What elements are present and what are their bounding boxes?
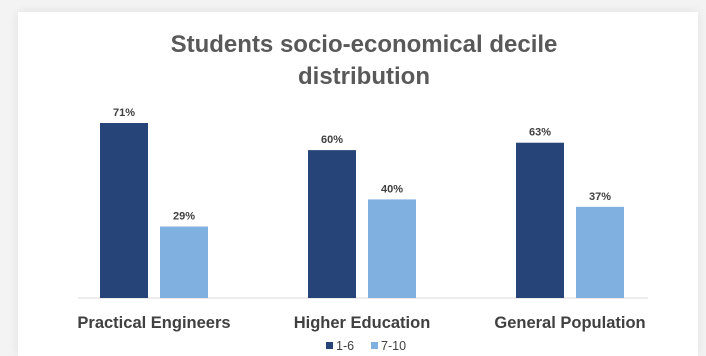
legend: 1-6 7-10: [326, 339, 406, 353]
bar-series2-1: [368, 199, 416, 298]
bar-series1-1: [308, 150, 356, 298]
data-label: 71%: [113, 107, 135, 119]
bars-group: 71% 29% 60% 40% 63% 37%: [100, 107, 624, 298]
data-label: 37%: [589, 191, 611, 203]
data-label: 29%: [173, 211, 195, 223]
category-label: Higher Education: [294, 314, 431, 332]
category-labels: Practical Engineers Higher Education Gener…: [77, 314, 645, 332]
legend-swatch: [326, 342, 333, 349]
legend-label: 1-6: [336, 339, 354, 353]
data-label: 60%: [321, 134, 343, 146]
legend-label: 7-10: [381, 339, 406, 353]
category-label: General Population: [494, 314, 645, 332]
bar-series2-0: [160, 226, 208, 298]
legend-swatch: [371, 342, 378, 349]
bar-series1-2: [516, 142, 564, 298]
category-label: Practical Engineers: [77, 314, 230, 332]
chart-title-line-2: distribution: [298, 63, 430, 90]
bar-series1-0: [100, 123, 148, 298]
data-label: 40%: [381, 183, 403, 195]
data-label: 63%: [529, 127, 551, 139]
chart-title-line-1: Students socio-economical decile: [171, 31, 558, 58]
bar-series2-2: [576, 206, 624, 298]
